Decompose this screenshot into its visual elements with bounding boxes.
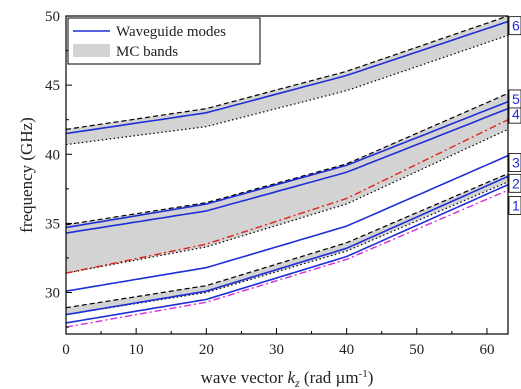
x-tick-label-20: 20 [199, 342, 214, 358]
x-axis-title-sup: -1 [359, 368, 368, 380]
x-axis-title: wave vector kz (rad µm-1) [201, 368, 374, 389]
x-tick-label-10: 10 [129, 342, 144, 358]
y-tick-label-50: 50 [45, 9, 60, 25]
mode-label-layer: 1 2 3 45 6 [509, 17, 521, 215]
y-tick-label-40: 40 [45, 147, 60, 163]
x-axis-title-prefix: wave vector [201, 368, 288, 387]
legend: Waveguide modes MC bands [68, 18, 260, 64]
x-axis-title-unit: (rad µm [300, 368, 359, 387]
x-tick-label-50: 50 [409, 342, 424, 358]
legend-label-bands: MC bands [116, 44, 178, 60]
x-tick-label-0: 0 [62, 342, 70, 358]
mode-label-1: 1 [512, 197, 520, 213]
y-axis-title: frequency (GHz) [17, 117, 36, 233]
y-tick-label-30: 30 [45, 286, 60, 302]
x-tick-label-60: 60 [479, 342, 494, 358]
legend-swatch-bands [73, 44, 110, 57]
mode-label-3: 3 [512, 155, 520, 171]
mode-label-6: 6 [512, 18, 520, 34]
mode-label-4: 4 [512, 106, 520, 122]
y-tick-label-35: 35 [45, 216, 60, 232]
mode-label-5: 5 [512, 91, 520, 107]
legend-label-waveguide: Waveguide modes [116, 24, 226, 40]
x-tick-label-30: 30 [269, 342, 284, 358]
y-tick-label-45: 45 [45, 78, 60, 94]
x-axis-title-close: ) [368, 368, 374, 387]
mode-label-2: 2 [512, 175, 520, 191]
x-tick-label-40: 40 [339, 342, 354, 358]
